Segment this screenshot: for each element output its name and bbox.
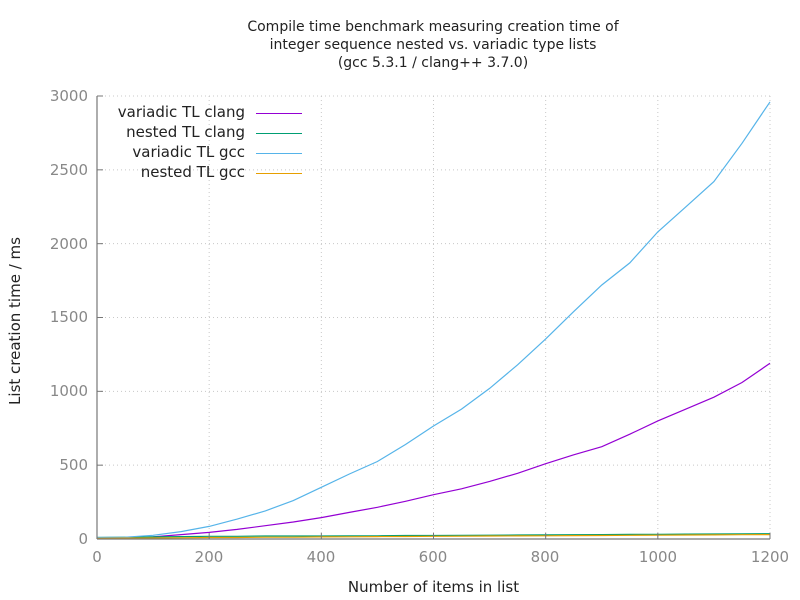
legend-item-nested-gcc: nested TL gcc [100,163,305,183]
chart-title: Compile time benchmark measuring creatio… [0,18,800,72]
chart-title-line-2: integer sequence nested vs. variadic typ… [269,37,597,53]
legend-swatch [256,133,302,135]
legend-item-variadic-clang: variadic TL clang [100,103,305,123]
y-tick: 500 [59,456,88,474]
legend-item-variadic-gcc: variadic TL gcc [100,143,305,163]
legend-swatch [256,113,302,115]
x-tick: 0 [92,548,102,566]
x-tick: 1200 [750,548,790,566]
x-axis-label: Number of items in list [347,578,520,596]
series-line [96,101,771,539]
legend-label: variadic TL clang [117,103,245,121]
legend-label: variadic TL gcc [132,143,245,161]
y-tick: 3000 [49,87,88,105]
legend-swatch [256,173,302,175]
x-tick: 400 [306,548,336,566]
legend-swatch [256,153,302,155]
series-line [96,362,771,539]
y-tick: 1000 [49,382,88,400]
legend-label: nested TL clang [126,123,245,141]
y-tick: 0 [78,530,88,548]
x-tick: 1000 [638,548,678,566]
chart-title-line-1: Compile time benchmark measuring creatio… [247,19,619,35]
legend-label: nested TL gcc [140,163,245,181]
y-tick: 1500 [49,308,88,326]
x-tick: 600 [418,548,448,566]
y-axis-label: List creation time / ms [6,237,24,405]
chart-title-line-3: (gcc 5.3.1 / clang++ 3.7.0) [337,55,529,71]
x-tick: 800 [530,548,560,566]
x-tick: 200 [194,548,224,566]
y-tick: 2000 [49,235,88,253]
legend-item-nested-clang: nested TL clang [100,123,305,143]
y-tick: 2500 [49,161,88,179]
legend: variadic TL clang nested TL clang variad… [100,103,305,183]
